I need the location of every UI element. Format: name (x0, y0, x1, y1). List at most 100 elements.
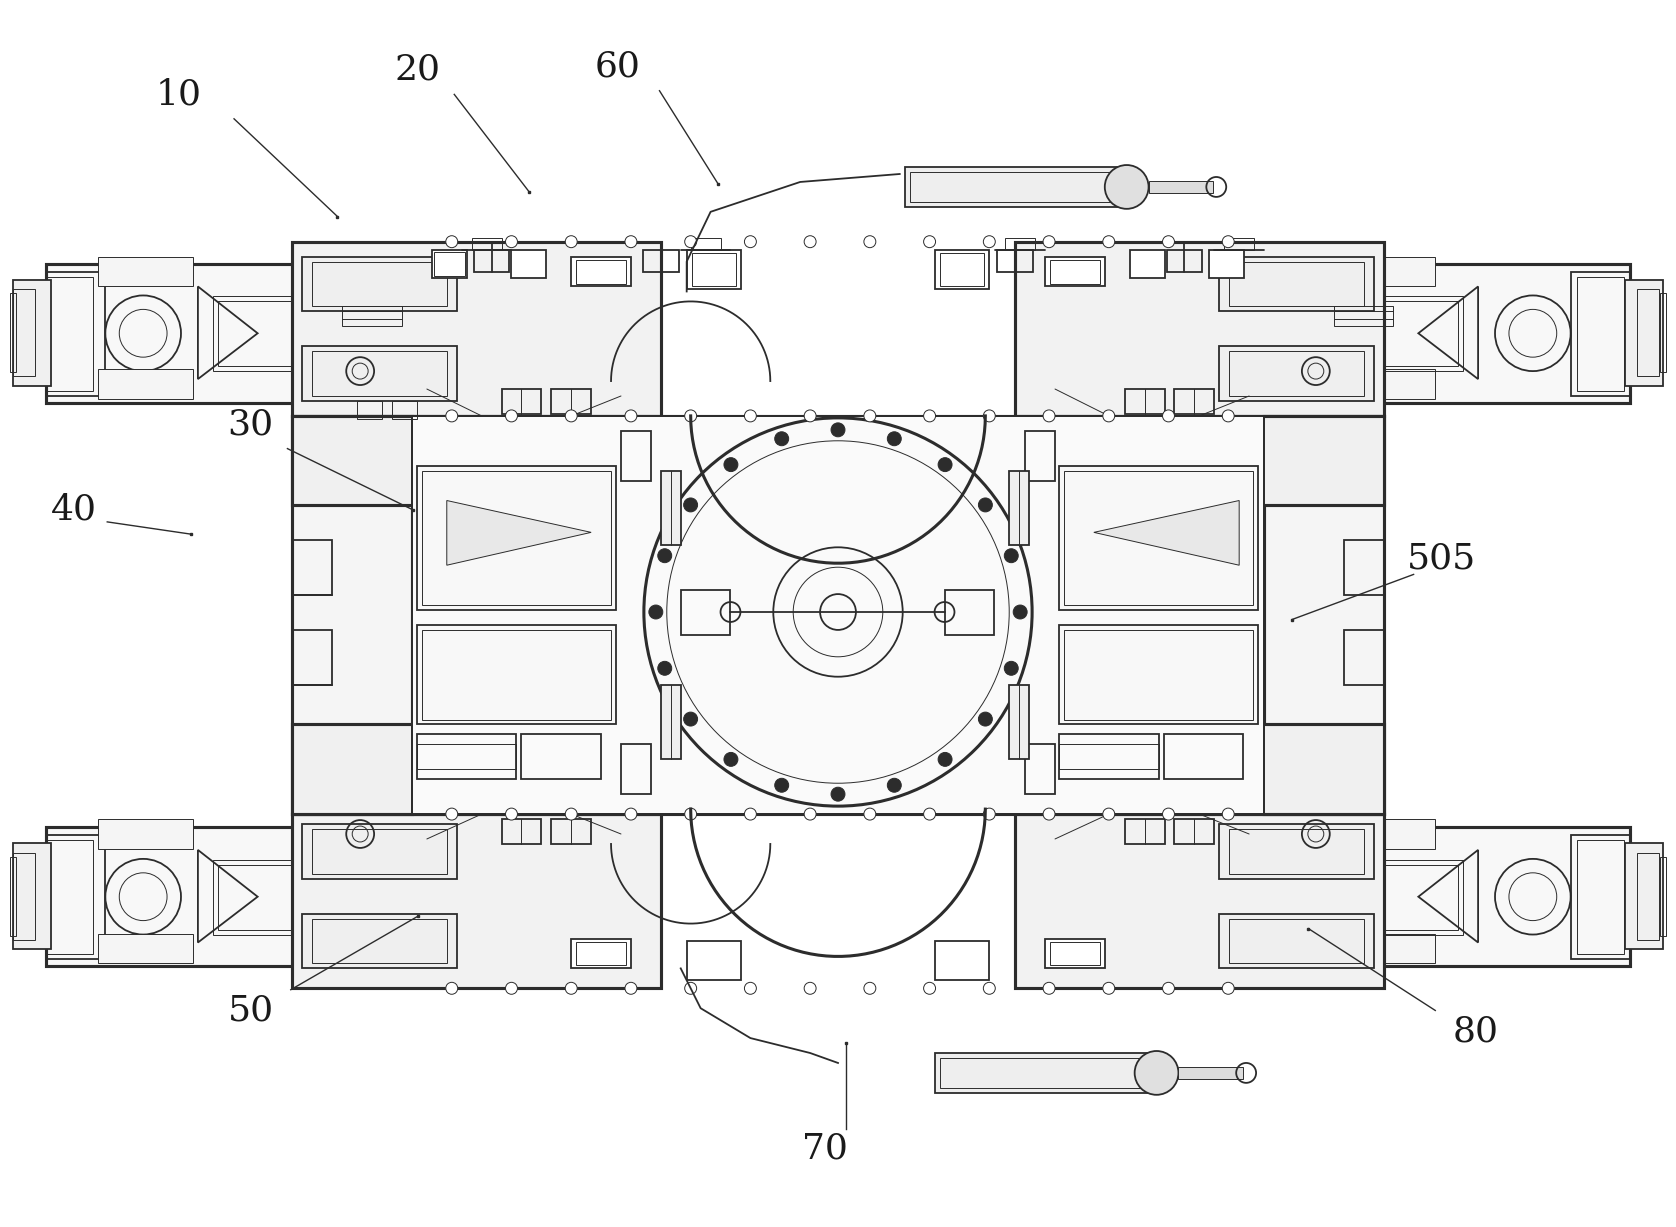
Bar (293, 242, 660, 416)
Text: 80: 80 (1453, 1015, 1498, 1048)
Bar (45, 836, 106, 960)
Bar (45, 827, 432, 967)
Bar (1218, 346, 1374, 401)
Circle shape (446, 809, 458, 820)
Bar (1661, 293, 1666, 372)
Bar (1046, 256, 1104, 286)
Bar (1059, 466, 1259, 610)
Bar (1046, 939, 1104, 968)
Circle shape (1042, 236, 1054, 248)
Bar (471, 238, 501, 249)
Circle shape (774, 432, 789, 445)
Bar (1229, 829, 1364, 874)
Bar (1166, 249, 1202, 271)
Bar (293, 540, 332, 595)
Circle shape (685, 809, 697, 820)
Bar (1244, 264, 1631, 402)
Circle shape (1042, 410, 1054, 422)
Bar (572, 939, 630, 968)
Bar (1341, 934, 1435, 963)
Text: 60: 60 (595, 49, 640, 83)
Circle shape (1222, 983, 1234, 994)
Bar (945, 590, 994, 634)
Bar (1379, 865, 1458, 930)
Bar (1661, 856, 1666, 935)
Circle shape (923, 236, 935, 248)
Circle shape (984, 983, 996, 994)
Bar (1339, 297, 1463, 371)
Circle shape (565, 809, 577, 820)
Bar (1229, 261, 1364, 307)
Bar (1051, 260, 1099, 283)
Bar (692, 253, 736, 286)
Bar (1264, 416, 1383, 814)
Bar (417, 745, 516, 769)
Bar (501, 820, 541, 844)
Bar (1339, 860, 1463, 935)
Bar (1009, 685, 1029, 760)
Bar (1626, 843, 1663, 950)
Bar (644, 249, 679, 271)
Bar (45, 827, 432, 967)
Circle shape (804, 809, 816, 820)
Bar (1637, 290, 1659, 377)
Text: 40: 40 (50, 493, 97, 526)
Bar (680, 590, 731, 634)
Bar (687, 941, 741, 980)
Circle shape (774, 778, 789, 793)
Circle shape (685, 236, 697, 248)
Bar (1218, 914, 1374, 968)
Bar (1244, 827, 1631, 967)
Bar (1059, 625, 1259, 724)
Bar (293, 814, 660, 988)
Bar (1064, 471, 1254, 605)
Circle shape (984, 410, 996, 422)
Bar (293, 724, 1383, 814)
Bar (1341, 369, 1435, 399)
Bar (302, 825, 458, 879)
Bar (1244, 827, 1631, 967)
Bar (622, 431, 650, 481)
Circle shape (831, 423, 845, 437)
Bar (935, 1053, 1153, 1093)
Circle shape (939, 752, 952, 767)
Bar (1016, 242, 1383, 416)
Bar (99, 820, 193, 849)
Bar (412, 416, 1264, 814)
Bar (1175, 820, 1215, 844)
Bar (1344, 629, 1383, 685)
Bar (910, 172, 1115, 202)
Circle shape (657, 661, 672, 675)
Circle shape (506, 410, 518, 422)
Bar (412, 416, 1264, 814)
Bar (293, 814, 660, 988)
Bar (660, 471, 680, 545)
Bar (312, 351, 447, 396)
Circle shape (724, 752, 737, 767)
Bar (1341, 820, 1435, 849)
Circle shape (804, 410, 816, 422)
Bar (45, 264, 432, 402)
Bar (1577, 840, 1624, 955)
Bar (501, 389, 541, 413)
Circle shape (863, 983, 877, 994)
Bar (1016, 242, 1383, 416)
Bar (1341, 256, 1435, 286)
Bar (417, 466, 617, 610)
Bar (940, 1058, 1143, 1088)
Circle shape (625, 236, 637, 248)
Circle shape (863, 809, 877, 820)
Circle shape (446, 983, 458, 994)
Circle shape (565, 410, 577, 422)
Text: 505: 505 (1408, 541, 1477, 575)
Bar (1229, 351, 1364, 396)
Bar (13, 853, 35, 940)
Bar (312, 829, 447, 874)
Circle shape (1222, 809, 1234, 820)
Circle shape (744, 809, 756, 820)
Circle shape (744, 410, 756, 422)
Bar (293, 416, 412, 814)
Circle shape (506, 236, 518, 248)
Circle shape (446, 236, 458, 248)
Bar (1009, 471, 1029, 545)
